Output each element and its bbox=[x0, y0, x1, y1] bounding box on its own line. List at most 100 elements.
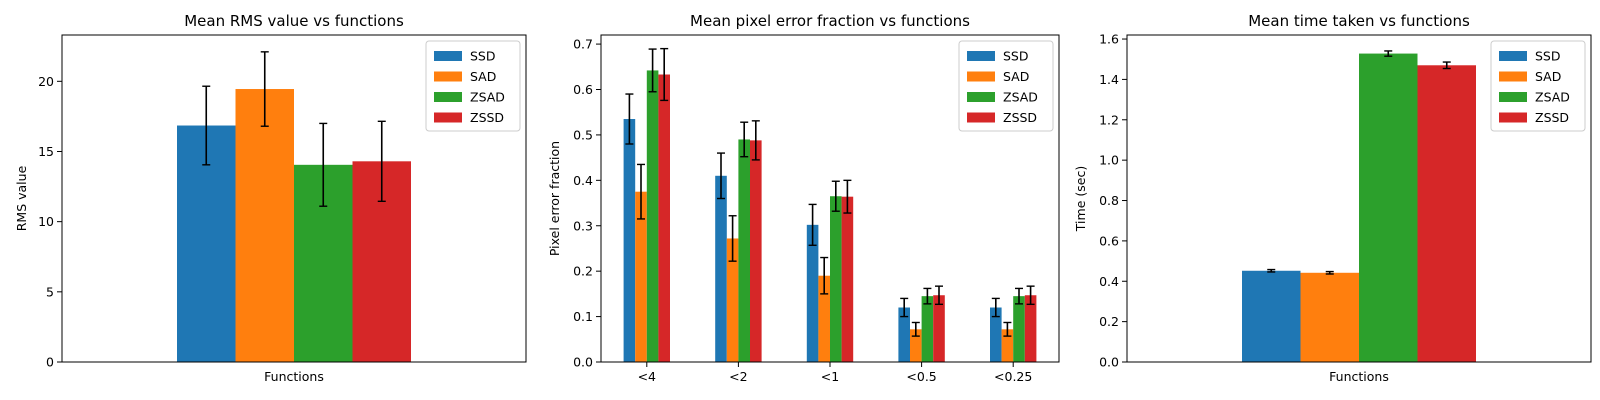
error-bar-sad-2 bbox=[820, 256, 829, 295]
y-tick-label: 0.8 bbox=[1099, 193, 1119, 208]
bar-ssd-4 bbox=[990, 307, 1002, 362]
bar-sad-0 bbox=[235, 89, 294, 362]
bar-zssd-0 bbox=[658, 74, 670, 362]
y-tick-label: 1.4 bbox=[1099, 72, 1119, 87]
y-tick-label: 0.3 bbox=[573, 218, 593, 233]
x-tick-label: <1 bbox=[821, 369, 839, 384]
legend-label-zssd: ZSSD bbox=[470, 110, 504, 125]
legend-label-ssd: SSD bbox=[1003, 49, 1029, 64]
y-tick-label: 5 bbox=[46, 284, 54, 299]
error-bar-zssd-0 bbox=[660, 47, 669, 102]
error-bar-zssd-0 bbox=[1442, 61, 1451, 70]
error-bar-zsad-0 bbox=[1384, 50, 1393, 57]
error-bar-ssd-4 bbox=[991, 297, 1000, 318]
error-bar-zssd-1 bbox=[751, 120, 760, 161]
legend-label-ssd: SSD bbox=[470, 49, 496, 64]
bar-sad-4 bbox=[1001, 329, 1014, 362]
chart-panel-3: 0.0 0.2 0.4 0.6 0.8 1.0 1.2 1.4 1.6 Mean time tak… bbox=[1073, 12, 1592, 384]
error-bar-zsad-0 bbox=[319, 122, 328, 207]
error-bar-zssd-0 bbox=[377, 120, 386, 203]
error-bar-ssd-0 bbox=[625, 93, 634, 145]
error-bar-ssd-2 bbox=[808, 203, 817, 246]
x-tick-label: <0.25 bbox=[994, 369, 1032, 384]
legend-swatch-ssd bbox=[434, 51, 462, 61]
y-tick-label: 0.7 bbox=[573, 37, 593, 52]
error-bar-ssd-3 bbox=[900, 297, 909, 318]
x-tick-label: <4 bbox=[638, 369, 656, 384]
legend-swatch-ssd bbox=[967, 51, 995, 61]
y-tick-label: 20 bbox=[38, 74, 54, 89]
bar-sad-0 bbox=[635, 191, 647, 362]
bar-ssd-2 bbox=[806, 224, 819, 362]
error-bar-zsad-3 bbox=[923, 287, 932, 305]
legend-swatch-ssd bbox=[1499, 51, 1527, 61]
x-axis-label: Functions bbox=[1329, 369, 1389, 384]
chart-title: Mean pixel error fraction vs functions bbox=[690, 12, 970, 30]
legend-label-zsad: ZSAD bbox=[1003, 90, 1038, 105]
y-axis-label: RMS value bbox=[14, 165, 29, 231]
legend-label-zsad: ZSAD bbox=[1535, 90, 1570, 105]
legend-swatch-zsad bbox=[967, 92, 995, 102]
legend-swatch-zssd bbox=[1499, 112, 1527, 123]
error-bar-sad-0 bbox=[260, 51, 269, 127]
y-tick-label: 15 bbox=[38, 144, 54, 159]
bar-zsad-2 bbox=[830, 196, 842, 362]
x-tick-label: <2 bbox=[729, 369, 747, 384]
y-tick-label: 0 bbox=[46, 355, 54, 370]
legend-swatch-sad bbox=[434, 71, 462, 82]
bar-ssd-0 bbox=[1242, 270, 1301, 362]
bar-sad-1 bbox=[726, 238, 739, 362]
error-bar-zsad-2 bbox=[831, 180, 840, 212]
legend-swatch-zsad bbox=[1499, 92, 1527, 102]
legend-swatch-sad bbox=[967, 71, 995, 82]
y-tick-label: 1.2 bbox=[1099, 112, 1119, 127]
chart-panel-2: 0.0 0.1 0.2 0.3 0.4 0.5 0.6 0.7 <4 <2 <1 <0.5 <0.25 M… bbox=[547, 12, 1060, 384]
legend: SSD SAD ZSAD ZSSD bbox=[1490, 40, 1586, 132]
bar-zssd-2 bbox=[841, 196, 854, 362]
y-tick-label: 0.0 bbox=[573, 355, 593, 370]
y-tick-label: 0.1 bbox=[573, 309, 593, 324]
bar-zssd-3 bbox=[933, 295, 945, 362]
chart-title: Mean time taken vs functions bbox=[1248, 12, 1470, 30]
legend-label-zsad: ZSAD bbox=[470, 90, 505, 105]
bar-zssd-0 bbox=[1417, 65, 1476, 362]
legend-swatch-zsad bbox=[434, 92, 462, 102]
y-tick-label: 1.0 bbox=[1099, 153, 1119, 168]
legend-label-zssd: ZSSD bbox=[1535, 110, 1569, 125]
error-bar-zssd-4 bbox=[1026, 285, 1035, 306]
y-tick-label: 0.0 bbox=[1099, 355, 1119, 370]
bar-ssd-0 bbox=[623, 119, 636, 363]
bar-zssd-4 bbox=[1024, 295, 1037, 362]
chart-panel-1: 0 5 10 15 20 Mean RMS value vs functions Funct… bbox=[14, 12, 527, 384]
y-tick-label: 0.4 bbox=[573, 173, 593, 188]
error-bar-sad-0 bbox=[1325, 270, 1334, 275]
error-bar-sad-4 bbox=[1003, 321, 1012, 337]
bar-zssd-1 bbox=[750, 140, 762, 362]
legend: SSD SAD ZSAD ZSSD bbox=[425, 40, 521, 132]
x-tick-label: <0.5 bbox=[906, 369, 936, 384]
bar-zsad-4 bbox=[1013, 296, 1025, 362]
error-bar-zsad-1 bbox=[740, 121, 749, 158]
y-tick-label: 0.6 bbox=[1099, 233, 1119, 248]
error-bar-zsad-0 bbox=[648, 48, 657, 93]
legend-swatch-sad bbox=[1499, 71, 1527, 82]
error-bar-sad-0 bbox=[637, 163, 645, 220]
error-bar-sad-3 bbox=[911, 321, 920, 337]
legend-box bbox=[425, 40, 521, 132]
error-bar-zsad-4 bbox=[1015, 287, 1023, 305]
error-bar-zssd-2 bbox=[843, 179, 852, 214]
error-bar-ssd-0 bbox=[202, 85, 211, 166]
error-bar-ssd-0 bbox=[1267, 268, 1276, 273]
x-axis-label: Functions bbox=[264, 369, 324, 384]
y-tick-label: 10 bbox=[38, 214, 54, 229]
y-tick-label: 0.5 bbox=[573, 127, 593, 142]
plot-frame bbox=[61, 34, 527, 363]
y-tick-label: 1.6 bbox=[1099, 32, 1119, 47]
legend-box bbox=[1490, 40, 1586, 132]
legend-label-zssd: ZSSD bbox=[1003, 110, 1037, 125]
legend-label-sad: SAD bbox=[470, 69, 496, 84]
legend-label-ssd: SSD bbox=[1535, 49, 1561, 64]
bar-sad-2 bbox=[818, 275, 830, 362]
bar-zsad-1 bbox=[738, 139, 750, 362]
